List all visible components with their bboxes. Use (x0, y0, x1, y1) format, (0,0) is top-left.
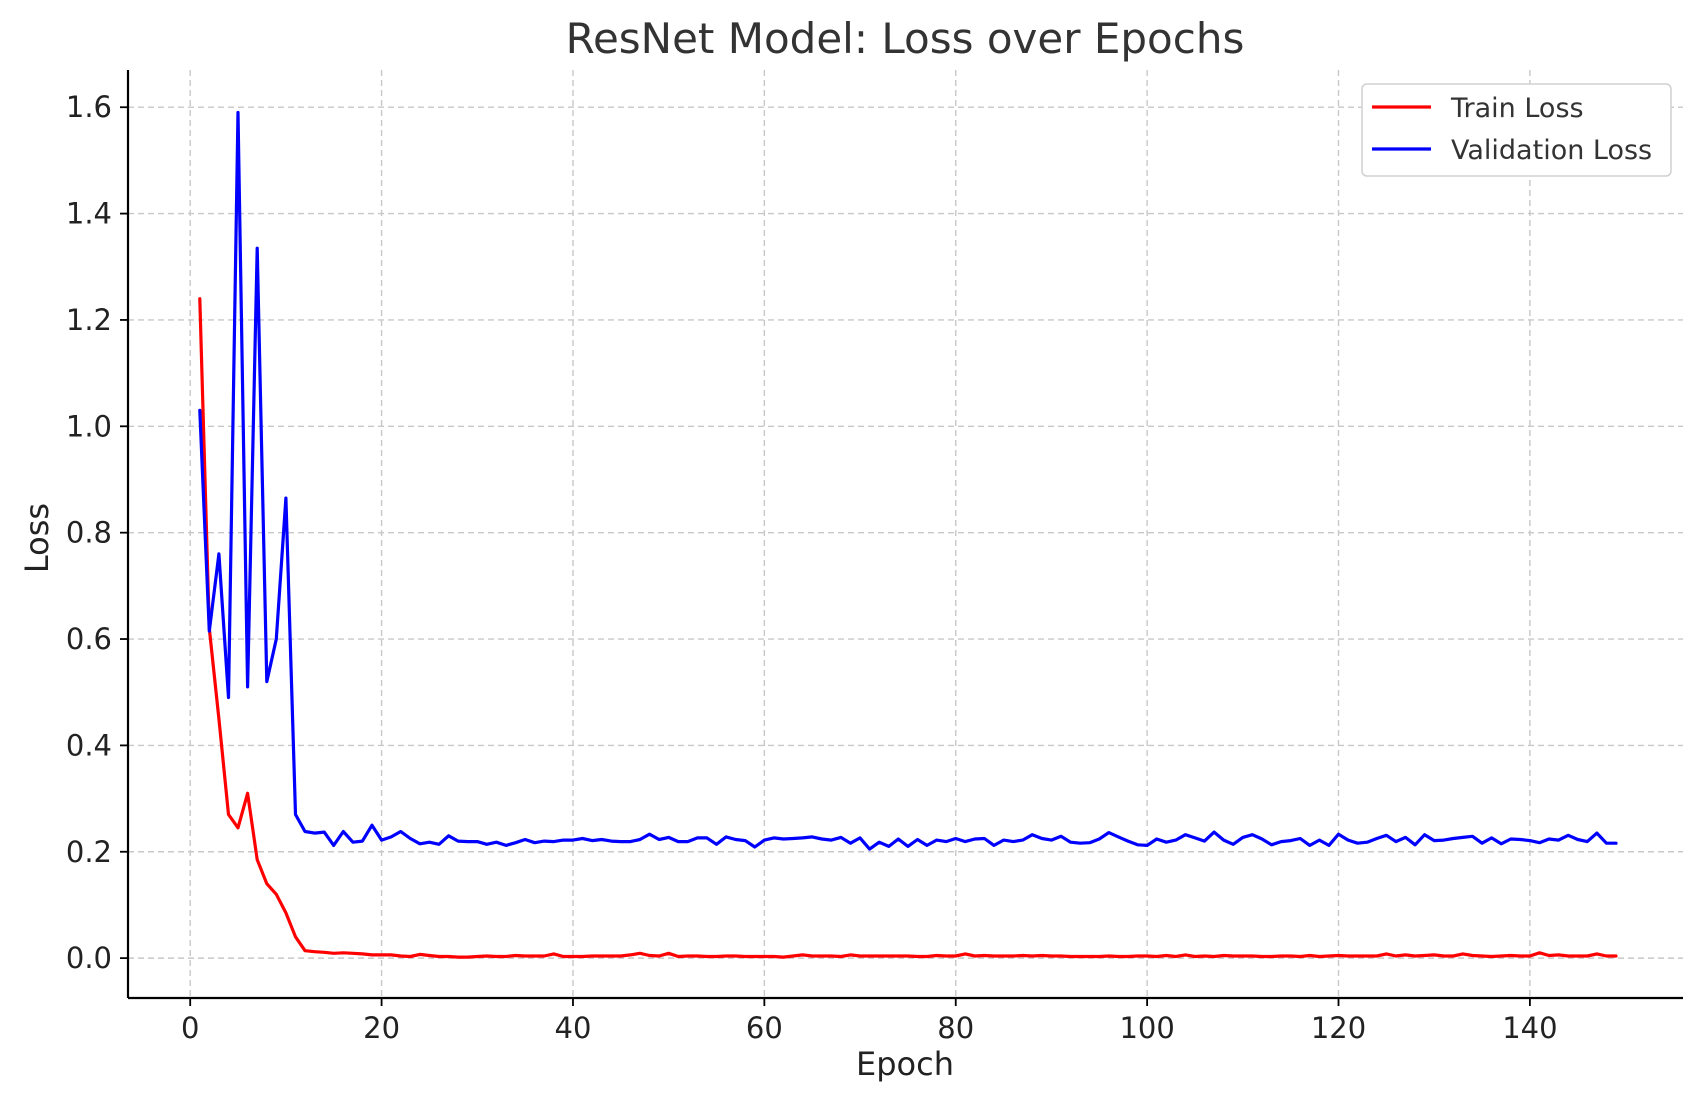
ticks: 0 20 40 60 80 100 120 140 0.0 0.2 0.4 0.6 0.8 1.0 1.2 1… (66, 90, 1558, 1045)
x-tick-label: 120 (1311, 1011, 1366, 1045)
legend-label-train-loss: Train Loss (1450, 93, 1584, 124)
x-tick-label: 40 (555, 1011, 592, 1045)
x-tick-label: 140 (1502, 1011, 1557, 1045)
x-tick-label: 100 (1119, 1011, 1174, 1045)
legend: Train Loss Validation Loss (1361, 83, 1672, 177)
y-tick-label: 0.0 (66, 941, 112, 975)
y-tick-label: 0.6 (66, 622, 112, 656)
series-line-validation-loss (198, 110, 1618, 851)
y-axis-label: Loss (18, 503, 56, 573)
y-tick-label: 0.2 (66, 835, 112, 869)
chart-title: ResNet Model: Loss over Epochs (566, 14, 1245, 63)
y-tick-label: 1.4 (66, 197, 112, 231)
x-axis-label: Epoch (856, 1045, 954, 1083)
y-tick-label: 1.2 (66, 303, 112, 337)
y-tick-label: 1.6 (66, 90, 112, 124)
x-tick-label: 80 (937, 1011, 974, 1045)
series-line-train-loss (198, 297, 1618, 959)
legend-label-validation-loss: Validation Loss (1451, 135, 1652, 166)
x-tick-label: 20 (363, 1011, 400, 1045)
y-tick-label: 0.8 (66, 516, 112, 550)
y-tick-label: 0.4 (66, 728, 112, 762)
x-tick-label: 0 (181, 1011, 199, 1045)
legend-box (1361, 83, 1672, 177)
series-layer (198, 110, 1618, 959)
x-tick-label: 60 (746, 1011, 783, 1045)
y-tick-label: 1.0 (66, 409, 112, 443)
